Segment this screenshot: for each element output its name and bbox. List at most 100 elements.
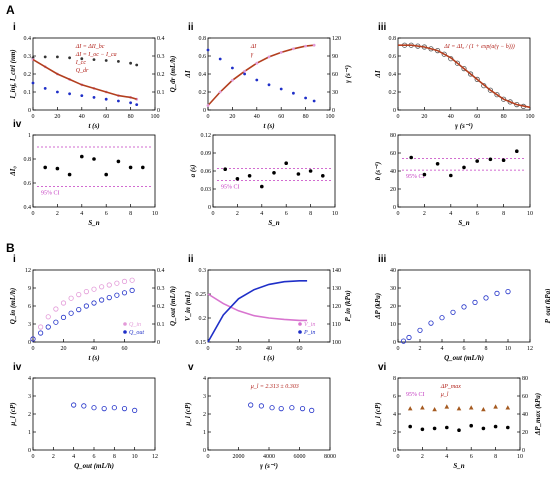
x-tick-label: 6: [476, 211, 479, 217]
data-point: [292, 91, 295, 95]
x-tick-label: 60: [103, 114, 109, 120]
data-point: [243, 69, 247, 73]
data-point: [121, 405, 128, 412]
data-point: [505, 405, 511, 410]
y2-tick-label: 0.3: [157, 286, 165, 292]
data-point: [67, 172, 72, 177]
x-axis-label: t (s): [88, 122, 99, 130]
y-tick-label: 6: [28, 304, 31, 310]
data-point: [279, 51, 283, 54]
y-axis-label: V_in (mL): [184, 291, 192, 321]
data-point: [247, 174, 252, 178]
x-tick-label: 40: [91, 346, 97, 352]
y-tick-label: 0: [393, 108, 396, 114]
data-point: [56, 55, 59, 59]
x-tick-label: 8000: [324, 454, 336, 460]
data-point: [92, 157, 96, 161]
y-tick-label: 3: [28, 394, 31, 400]
data-point: [45, 324, 51, 330]
y-axis-label: I_inj, I_ctrl (nm): [9, 49, 17, 99]
annotation: ΔI = I_oc − I_ca: [75, 52, 117, 58]
annotation: ΔI = ΔII_bc: [75, 44, 105, 50]
x-axis-label: Q_out (mL/h): [74, 462, 114, 470]
y-tick-label: 4: [393, 412, 396, 418]
x-tick-label: 6: [470, 454, 473, 460]
data-point: [462, 165, 466, 170]
data-point: [53, 306, 59, 312]
x-axis-label: S_n: [268, 219, 279, 227]
x-tick-label: 2000: [233, 454, 245, 460]
y-tick-label: 0: [28, 448, 31, 454]
y-axis-label: μ_l (cP): [9, 402, 17, 426]
x-axis-label: γ (s⁻¹): [455, 122, 473, 130]
panel-label: ii: [188, 254, 194, 265]
data-point: [135, 63, 139, 67]
panel-label: iii: [378, 254, 387, 265]
legend-label: V_in: [304, 322, 315, 328]
data-point: [104, 59, 108, 62]
data-point: [76, 291, 82, 298]
y-tick-label: 0.12: [201, 133, 212, 139]
data-point: [417, 327, 423, 333]
x-tick-label: 8: [494, 454, 497, 460]
y-tick-label: 2: [28, 412, 31, 418]
x-tick-label: 20: [229, 114, 235, 120]
y2-tick-label: 0: [332, 108, 335, 114]
data-point: [81, 403, 87, 409]
data-point: [235, 177, 240, 181]
data-point: [132, 407, 138, 413]
data-point: [128, 165, 133, 170]
data-point: [467, 71, 474, 77]
data-point: [488, 157, 493, 162]
section-a-label: A: [6, 3, 15, 17]
data-point: [428, 320, 434, 326]
y-tick-label: 0.09: [201, 151, 212, 157]
chart-Bi: i 0 20 40 60 0 3 6 9 12 0 0.1 0.2 0.3 0.4 t (s) Q_in (mL…: [9, 254, 177, 362]
y-axis-label: ΔI: [374, 70, 382, 78]
plot-frame: [32, 377, 156, 451]
y-tick-label: 0.15: [196, 340, 207, 346]
data-point: [141, 165, 145, 170]
annotation: μ_l: [441, 392, 449, 398]
data-point: [309, 407, 315, 413]
y-tick-label: 0.2: [389, 90, 397, 96]
x-tick-label: 8: [309, 211, 312, 217]
x-tick-label: 2: [52, 454, 55, 460]
data-point: [505, 288, 511, 295]
panel-label: i: [13, 254, 16, 265]
y-axis-label: ΔP (kPa): [374, 293, 382, 320]
chart-Biii: iii 0 2 4 6 8 10 12 0 10 20 30 40 Q_out (mL/h) ΔP (kPa…: [374, 254, 550, 362]
y-tick-label: 0: [203, 108, 206, 114]
chart-Aiv1: iv 0 2 4 6 8 10 0.4 0.6 0.8 1 S_n ΔI₀ 95% CI: [9, 119, 158, 227]
y2-axis-label: P_out (kPa): [544, 289, 550, 324]
data-point: [441, 51, 447, 57]
data-point: [444, 404, 450, 409]
data-point: [83, 288, 89, 295]
data-point: [449, 173, 453, 178]
x-tick-label: 40: [448, 114, 454, 120]
data-point: [461, 304, 467, 310]
legend-marker: [298, 330, 302, 334]
y-tick-label: 20: [390, 187, 396, 193]
data-point: [474, 76, 480, 83]
y-tick-label: 0: [28, 340, 31, 346]
legend-label: Q_in: [129, 322, 141, 328]
y-tick-label: 3: [203, 394, 206, 400]
data-point: [243, 72, 247, 76]
x-axis-label: t (s): [88, 354, 99, 362]
x-tick-label: 4: [72, 454, 75, 460]
ci-label: 95% CI: [406, 392, 425, 398]
x-tick-label: 0: [397, 211, 400, 217]
data-point: [279, 87, 283, 91]
plot-frame: [397, 134, 531, 208]
data-point: [278, 405, 284, 412]
x-tick-label: 0: [397, 346, 400, 352]
y-tick-label: 0.4: [199, 72, 207, 78]
panel-label: iii: [378, 22, 387, 33]
data-point: [468, 405, 474, 410]
section-b-label: B: [6, 241, 15, 255]
data-point: [206, 48, 210, 52]
y2-tick-label: 80: [522, 376, 528, 382]
x-tick-label: 0: [207, 114, 210, 120]
